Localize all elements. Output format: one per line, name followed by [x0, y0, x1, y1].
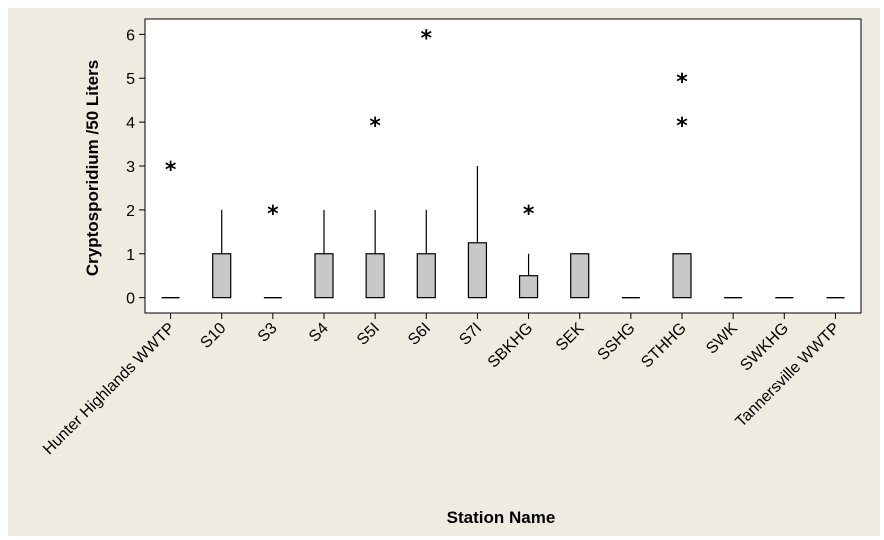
x-tick-label: S6I [405, 320, 434, 349]
y-tick-label: 3 [126, 159, 135, 176]
x-tick-label: STHHG [638, 320, 690, 372]
box [212, 253, 232, 299]
y-tick-label: 6 [126, 27, 135, 44]
x-tick-label: S3 [255, 320, 281, 346]
outlier-point: * [523, 202, 535, 227]
outlier-point: * [267, 202, 279, 227]
outlier-point: * [676, 114, 688, 139]
box [672, 253, 692, 299]
x-tick-label: SBKHG [485, 320, 537, 372]
box [314, 253, 334, 299]
x-tick-label: SEK [553, 320, 588, 355]
x-tick-label: SSHG [595, 320, 639, 364]
y-tick-label: 0 [126, 291, 135, 308]
box [416, 253, 436, 299]
box-plot-chart: 0 1 2 3 4 5 6 Hunter Highlands WWTP S10 S3 S4 S5I S… [40, 18, 862, 527]
y-axis: 0 1 2 3 4 5 6 [126, 27, 145, 308]
x-axis: Hunter Highlands WWTP S10 S3 S4 S5I S6I S7I SBK… [40, 313, 843, 458]
outlier-point: * [676, 70, 688, 95]
x-tick-label: SWK [703, 320, 741, 358]
y-tick-label: 1 [126, 247, 135, 264]
outlier-point: * [421, 26, 433, 51]
box [467, 242, 488, 299]
y-tick-label: 4 [126, 115, 135, 132]
x-tick-label: S4 [306, 320, 332, 346]
box [570, 253, 590, 299]
x-tick-label: S5I [354, 320, 383, 349]
x-tick-label: Tannersville WWTP [733, 320, 844, 431]
x-axis-title: Station Name [447, 508, 556, 527]
x-tick-label: Hunter Highlands WWTP [40, 320, 178, 458]
box [365, 253, 385, 299]
y-axis-title: Cryptosporidium /50 Liters [83, 60, 102, 276]
y-tick-label: 5 [126, 71, 135, 88]
y-tick-label: 2 [126, 203, 135, 220]
outlier-point: * [369, 114, 381, 139]
outlier-point: * [165, 158, 177, 183]
chart-figure: 0 1 2 3 4 5 6 Hunter Highlands WWTP S10 S3 S4 S5I S… [8, 8, 880, 536]
box [518, 275, 539, 299]
x-tick-label: S10 [197, 320, 229, 352]
boxes-group: * * * * * * * [161, 26, 845, 299]
plot-area [144, 18, 862, 314]
x-tick-label: S7I [456, 320, 485, 349]
